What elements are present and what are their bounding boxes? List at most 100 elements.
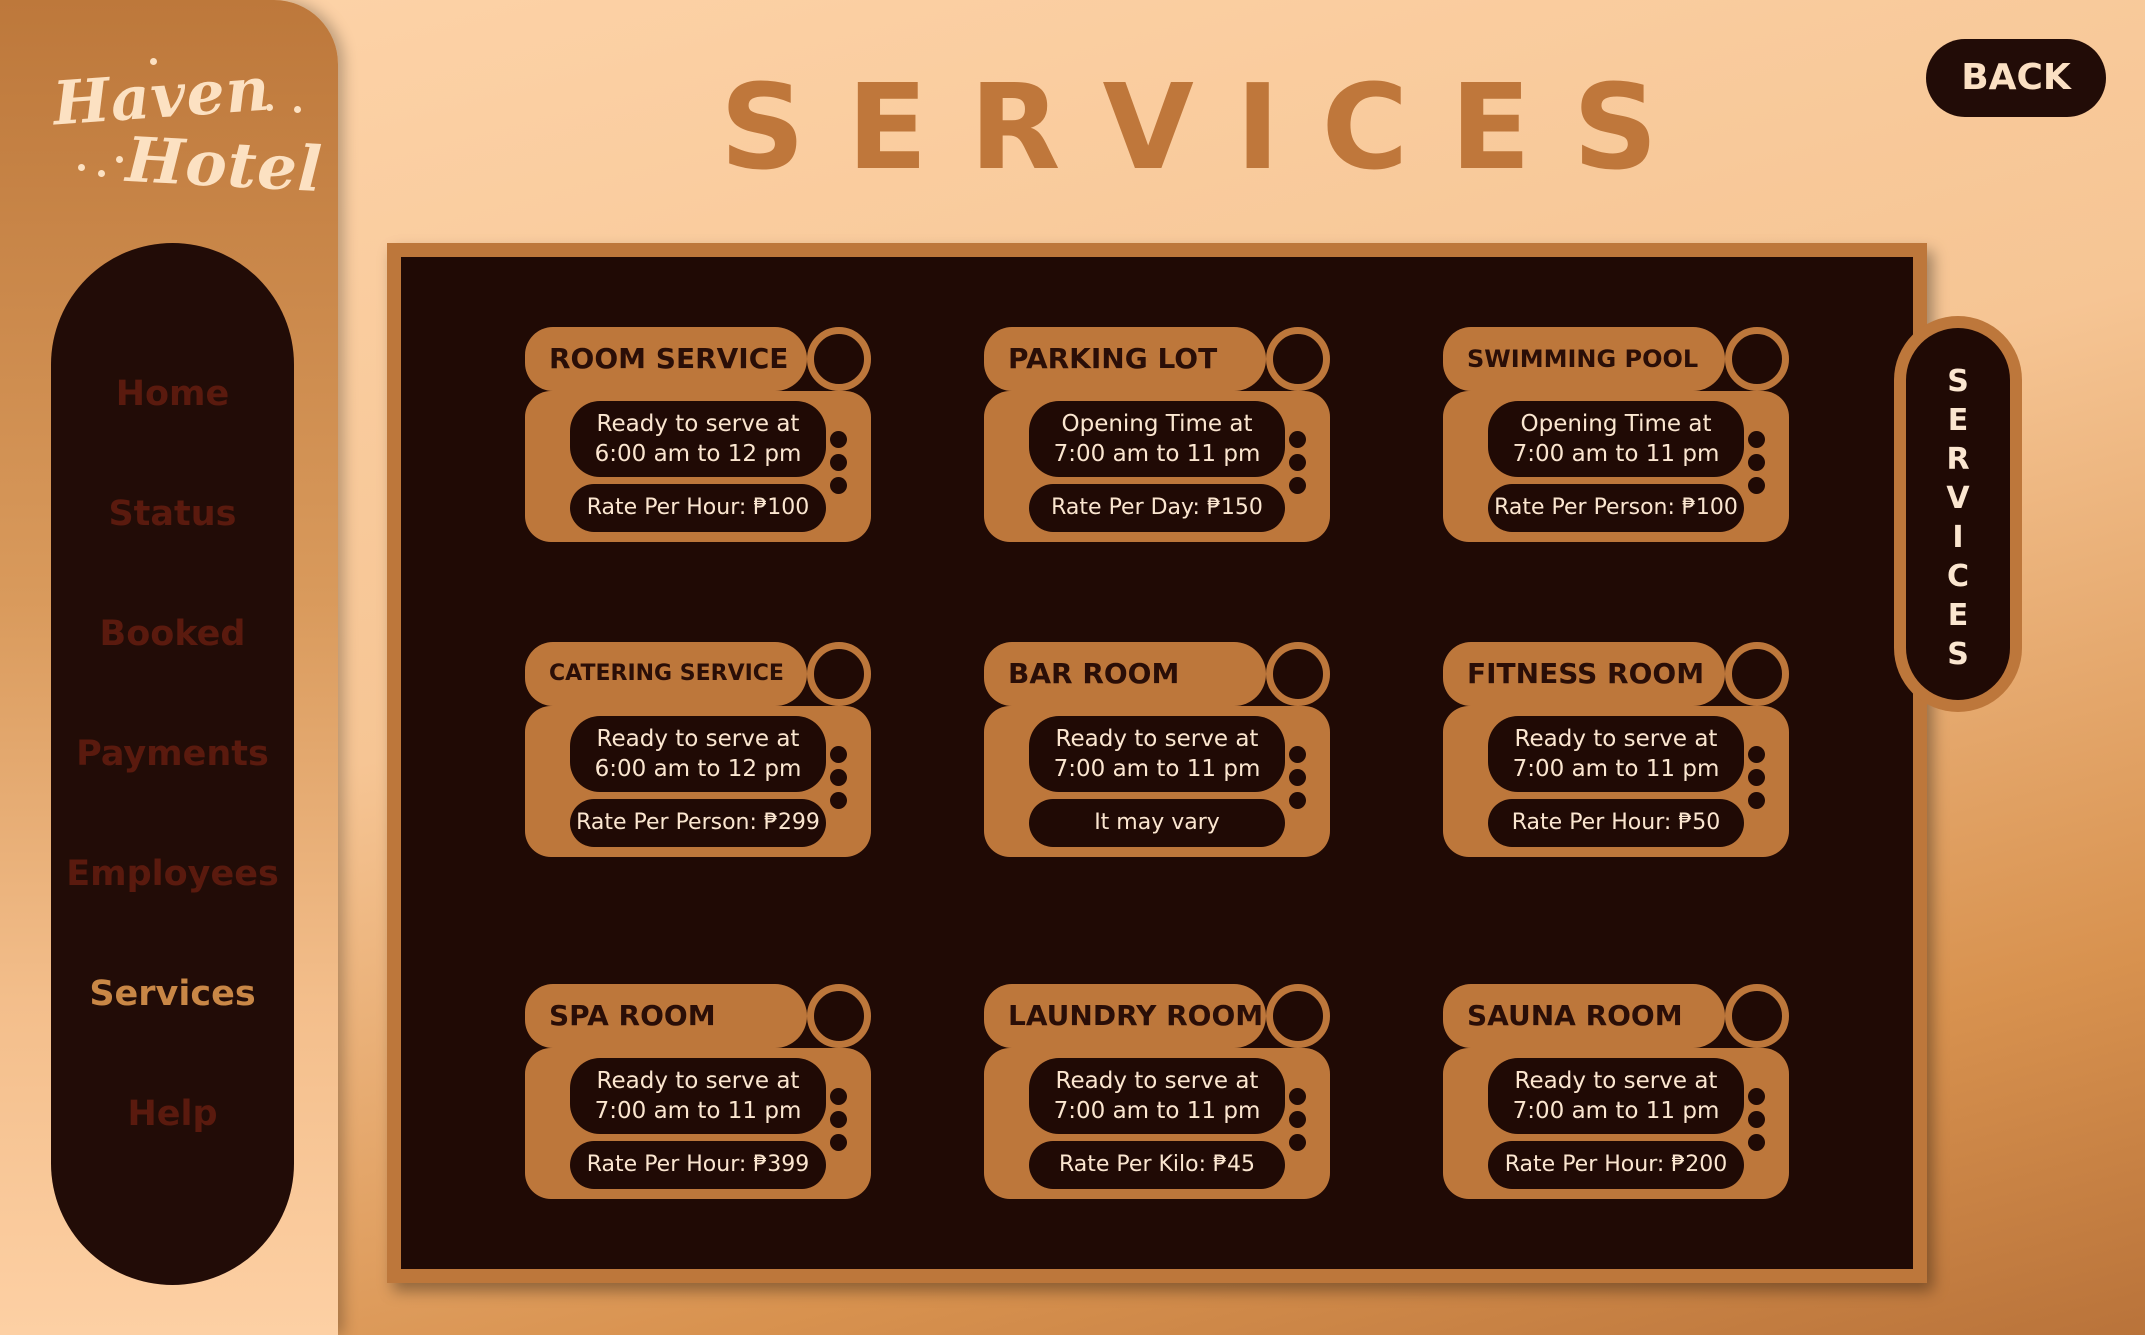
- card-body: Ready to serve at 6:00 am to 12 pm Rate P…: [525, 706, 871, 857]
- service-schedule: Opening Time at 7:00 am to 11 pm: [1029, 401, 1285, 477]
- services-side-tab[interactable]: S E R V I C E S: [1894, 316, 2022, 712]
- service-rate: Rate Per Kilo: ₱45: [1029, 1141, 1285, 1189]
- schedule-line-1: Ready to serve at: [596, 726, 800, 752]
- service-rate: Rate Per Hour: ₱50: [1488, 799, 1744, 847]
- service-schedule: Ready to serve at 6:00 am to 12 pm: [570, 401, 826, 477]
- schedule-line-2: 7:00 am to 11 pm: [1512, 441, 1720, 467]
- service-rate: Rate Per Day: ₱150: [1029, 484, 1285, 532]
- card-body: Ready to serve at 7:00 am to 11 pm Rate P…: [525, 1048, 871, 1199]
- haven-hotel-logo: Haven Hotel: [48, 55, 325, 207]
- side-tab-letter: S: [1947, 637, 1969, 672]
- service-rate: Rate Per Hour: ₱399: [570, 1141, 826, 1189]
- sidebar-item-booked[interactable]: Booked: [99, 614, 246, 654]
- dot-icon: [1289, 746, 1306, 763]
- card-body: Opening Time at 7:00 am to 11 pm Rate Per…: [1443, 391, 1789, 542]
- service-schedule: Opening Time at 7:00 am to 11 pm: [1488, 401, 1744, 477]
- schedule-line-2: 7:00 am to 11 pm: [1053, 756, 1261, 782]
- service-card-parking-lot[interactable]: PARKING LOT Opening Time at 7:00 am to 11…: [984, 327, 1330, 542]
- service-card-catering-service[interactable]: CATERING SERVICE Ready to serve at 6:00 a…: [525, 642, 871, 857]
- dot-icon: [830, 792, 847, 809]
- card-header: LAUNDRY ROOM: [984, 984, 1266, 1048]
- side-tab-letter: R: [1946, 442, 1970, 477]
- logo-dot: [98, 170, 105, 177]
- card-body: Opening Time at 7:00 am to 11 pm Rate Per…: [984, 391, 1330, 542]
- card-header: SWIMMING POOL: [1443, 327, 1725, 391]
- dot-icon: [1289, 454, 1306, 471]
- schedule-line-2: 6:00 am to 12 pm: [594, 441, 802, 467]
- card-body: Ready to serve at 7:00 am to 11 pm Rate P…: [1443, 706, 1789, 857]
- service-rate: Rate Per Hour: ₱100: [570, 484, 826, 532]
- card-header: CATERING SERVICE: [525, 642, 807, 706]
- page-title: SERVICES: [720, 58, 1700, 196]
- side-tab-label: S E R V I C E S: [1906, 362, 2010, 674]
- service-name: ROOM SERVICE: [549, 342, 789, 375]
- card-header: SPA ROOM: [525, 984, 807, 1048]
- dot-icon: [1748, 746, 1765, 763]
- dot-icon: [1289, 792, 1306, 809]
- service-card-sauna-room[interactable]: SAUNA ROOM Ready to serve at 7:00 am to 1…: [1443, 984, 1789, 1199]
- card-header: PARKING LOT: [984, 327, 1266, 391]
- dot-icon: [1748, 792, 1765, 809]
- service-schedule: Ready to serve at 6:00 am to 12 pm: [570, 716, 826, 792]
- dot-icon: [1289, 769, 1306, 786]
- schedule-line-1: Ready to serve at: [596, 1068, 800, 1094]
- side-tab-letter: S: [1947, 364, 1969, 399]
- dot-icon: [830, 454, 847, 471]
- ring-icon: [807, 327, 871, 391]
- service-rate: It may vary: [1029, 799, 1285, 847]
- ring-icon: [1725, 327, 1789, 391]
- dot-icon: [830, 1088, 847, 1105]
- sidebar-item-employees[interactable]: Employees: [66, 854, 279, 894]
- dot-icon: [830, 477, 847, 494]
- ring-icon: [1725, 984, 1789, 1048]
- card-body: Ready to serve at 7:00 am to 11 pm It may…: [984, 706, 1330, 857]
- card-header: ROOM SERVICE: [525, 327, 807, 391]
- sidebar-item-services[interactable]: Services: [89, 974, 256, 1014]
- dot-icon: [830, 769, 847, 786]
- service-card-fitness-room[interactable]: FITNESS ROOM Ready to serve at 7:00 am to…: [1443, 642, 1789, 857]
- dot-icon: [830, 1134, 847, 1151]
- service-card-swimming-pool[interactable]: SWIMMING POOL Opening Time at 7:00 am to …: [1443, 327, 1789, 542]
- sidebar-item-payments[interactable]: Payments: [76, 734, 269, 774]
- back-button[interactable]: BACK: [1926, 39, 2106, 117]
- dot-icon: [1748, 454, 1765, 471]
- dot-icon: [1748, 769, 1765, 786]
- service-name: LAUNDRY ROOM: [1008, 999, 1264, 1032]
- service-name: BAR ROOM: [1008, 657, 1180, 690]
- service-card-spa-room[interactable]: SPA ROOM Ready to serve at 7:00 am to 11 …: [525, 984, 871, 1199]
- dot-icon: [1289, 431, 1306, 448]
- sidebar-item-home[interactable]: Home: [115, 374, 230, 414]
- side-tab-letter: I: [1952, 520, 1964, 555]
- schedule-line-1: Ready to serve at: [1055, 726, 1259, 752]
- schedule-line-1: Ready to serve at: [596, 411, 800, 437]
- dot-icon: [1289, 1088, 1306, 1105]
- sidebar: Haven Hotel Home Status Booked Payments …: [0, 0, 338, 1335]
- schedule-line-2: 7:00 am to 11 pm: [594, 1098, 802, 1124]
- dot-icon: [1748, 1088, 1765, 1105]
- ring-icon: [1266, 327, 1330, 391]
- schedule-line-1: Ready to serve at: [1514, 726, 1718, 752]
- service-card-bar-room[interactable]: BAR ROOM Ready to serve at 7:00 am to 11 …: [984, 642, 1330, 857]
- sidebar-item-help[interactable]: Help: [127, 1094, 218, 1134]
- card-body: Ready to serve at 6:00 am to 12 pm Rate P…: [525, 391, 871, 542]
- service-name: CATERING SERVICE: [549, 661, 784, 686]
- service-rate: Rate Per Person: ₱299: [570, 799, 826, 847]
- dot-icon: [1289, 1134, 1306, 1151]
- sidebar-item-status[interactable]: Status: [108, 494, 237, 534]
- service-schedule: Ready to serve at 7:00 am to 11 pm: [1488, 1058, 1744, 1134]
- ring-icon: [807, 642, 871, 706]
- service-schedule: Ready to serve at 7:00 am to 11 pm: [1488, 716, 1744, 792]
- card-body: Ready to serve at 7:00 am to 11 pm Rate P…: [984, 1048, 1330, 1199]
- service-card-room-service[interactable]: ROOM SERVICE Ready to serve at 6:00 am to…: [525, 327, 871, 542]
- card-header: SAUNA ROOM: [1443, 984, 1725, 1048]
- logo-dot: [294, 106, 301, 113]
- ring-icon: [1725, 642, 1789, 706]
- ring-icon: [807, 984, 871, 1048]
- service-name: FITNESS ROOM: [1467, 657, 1705, 690]
- service-name: PARKING LOT: [1008, 342, 1218, 375]
- side-tab-letter: E: [1947, 403, 1969, 438]
- service-name: SPA ROOM: [549, 999, 716, 1032]
- service-card-laundry-room[interactable]: LAUNDRY ROOM Ready to serve at 7:00 am to…: [984, 984, 1330, 1199]
- card-body: Ready to serve at 7:00 am to 11 pm Rate P…: [1443, 1048, 1789, 1199]
- dot-icon: [1748, 431, 1765, 448]
